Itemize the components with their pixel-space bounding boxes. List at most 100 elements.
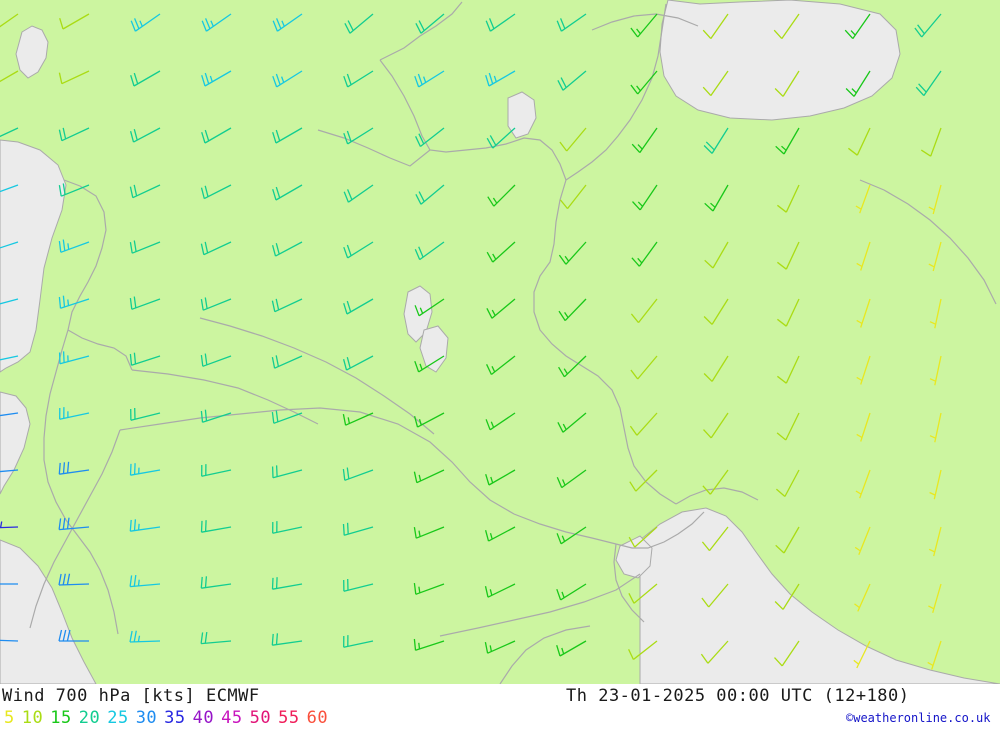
wind-barb: [844, 13, 871, 40]
legend-entry-25: 25: [107, 708, 129, 728]
wind-barb: [702, 13, 729, 40]
wind-barb: [58, 70, 90, 85]
legend-entry-20: 20: [78, 708, 101, 728]
wind-barb: [774, 583, 800, 610]
wind-barb: [415, 184, 445, 205]
wind-barb: [558, 298, 587, 322]
wind-barb: [58, 629, 89, 642]
wind-barb: [413, 638, 445, 651]
wind-barb: [200, 632, 232, 645]
wind-barb: [0, 13, 19, 28]
wind-barb: [632, 184, 658, 211]
wind-barb: [775, 127, 800, 155]
mediterranean-coast-south: [0, 539, 97, 684]
wind-barb: [0, 355, 19, 361]
wind-barb: [929, 412, 942, 443]
wind-barb: [629, 469, 658, 492]
wind-barb: [58, 517, 90, 531]
wind-barb: [129, 240, 161, 254]
product-title: Wind 700 hPa [kts] ECMWF: [2, 686, 260, 706]
wind-barb: [484, 583, 516, 598]
wind-barb: [486, 355, 516, 376]
land-background: [0, 0, 1000, 684]
lake-habbaniyah: [419, 325, 449, 373]
wind-barb: [484, 640, 516, 654]
wind-barb: [413, 412, 445, 428]
wind-barb: [271, 241, 303, 257]
wind-barb: [342, 522, 374, 536]
wind-barb: [0, 412, 19, 417]
wind-barb: [414, 298, 445, 317]
wind-barb: [272, 70, 303, 88]
border-east-1: [859, 179, 997, 305]
wind-barb: [927, 640, 942, 670]
border-turkey-syria-2: [379, 59, 567, 181]
wind-barb: [777, 355, 800, 384]
map-canvas[interactable]: [0, 0, 1000, 684]
legend-entry-30: 30: [135, 708, 158, 728]
wind-barb: [631, 127, 658, 154]
legend-entry-35: 35: [164, 708, 186, 728]
wind-barb: [342, 355, 374, 371]
wind-barb: [485, 70, 516, 87]
wind-barb: [343, 298, 374, 315]
wind-barb: [557, 70, 587, 91]
wind-barb: [0, 127, 19, 138]
wind-barb: [558, 355, 587, 378]
wind-barb: [848, 127, 871, 156]
wind-barb: [201, 13, 232, 32]
wind-barb: [777, 298, 800, 327]
wind-barb: [0, 241, 19, 249]
wind-barb: [703, 298, 729, 325]
wind-barb: [413, 526, 445, 539]
wind-barb: [271, 633, 303, 646]
border-iraq-saudi: [615, 511, 705, 549]
wind-barb: [929, 469, 942, 500]
wind-barb: [484, 526, 516, 542]
wind-barb: [928, 184, 942, 215]
wind-barb: [557, 412, 587, 433]
wind-barb: [559, 184, 587, 210]
wind-barb: [415, 127, 445, 148]
wind-barb: [486, 241, 516, 263]
wind-barb: [59, 407, 90, 420]
wind-barb: [0, 298, 19, 305]
wind-barb: [776, 412, 800, 441]
wind-barb: [845, 70, 871, 97]
wind-barb: [130, 407, 161, 421]
wind-barb: [556, 13, 587, 32]
wind-barb: [487, 184, 516, 207]
wind-barb: [556, 469, 587, 489]
wind-barb: [631, 241, 658, 267]
wind-barb: [414, 241, 445, 261]
wind-barb: [556, 526, 587, 545]
wind-barb: [774, 640, 800, 667]
wind-barb: [342, 412, 374, 426]
wind-barb: [415, 13, 445, 34]
desert-basin: [659, 0, 901, 121]
wind-barb: [58, 127, 90, 142]
wind-barb: [704, 184, 729, 212]
wind-barb: [702, 70, 729, 97]
wind-speed-legend: 5 10 15 20 25 30 35 40 45 50 55 60: [4, 708, 335, 728]
wind-barb: [929, 298, 942, 329]
border-lebanon: [63, 179, 107, 331]
wind-barb: [703, 412, 729, 439]
wind-barb: [413, 469, 445, 484]
wind-barb: [271, 298, 303, 313]
wind-barb: [272, 521, 303, 534]
wind-barb: [630, 70, 658, 95]
wind-barb: [59, 13, 90, 30]
wind-barb: [856, 241, 871, 271]
wind-barb: [915, 70, 942, 97]
wind-barb: [58, 239, 90, 253]
border-syria-iraq: [533, 179, 677, 505]
border-admin-iraq-n: [317, 129, 431, 167]
persian-gulf: [639, 507, 1000, 684]
wind-barb: [630, 355, 658, 380]
wind-barb: [701, 583, 729, 608]
wind-barb: [413, 583, 445, 595]
wind-barb: [200, 576, 232, 589]
wind-barb: [414, 355, 445, 373]
wind-barb: [0, 184, 19, 193]
